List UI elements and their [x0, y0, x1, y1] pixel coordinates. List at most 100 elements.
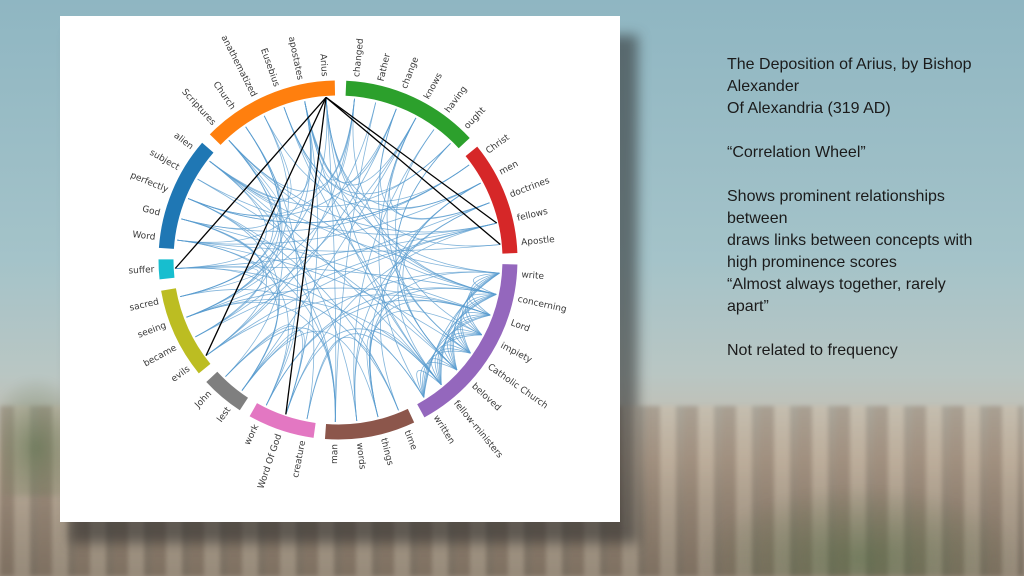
word-label: having: [443, 85, 469, 115]
correlation-link: [386, 117, 471, 354]
correlation-link: [181, 218, 491, 316]
highlight-link: [325, 96, 501, 245]
correlation-link: [186, 287, 491, 318]
word-label: doctrines: [509, 176, 552, 200]
correlation-link: [469, 293, 497, 316]
highlight-link: [174, 96, 327, 269]
word-label: Word Of God: [256, 433, 284, 490]
correlation-link: [209, 101, 312, 200]
correlation-link: [176, 223, 496, 269]
correlation-link: [462, 312, 491, 336]
correlation-link: [434, 348, 471, 385]
correlation-link: [380, 182, 481, 411]
word-label: perfectly: [129, 171, 170, 196]
group-arc: [465, 146, 518, 254]
group-arc: [345, 80, 470, 149]
title-line: Alexander: [727, 78, 800, 95]
correlation-link: [195, 117, 417, 338]
correlation-link: [187, 164, 470, 224]
word-label: write: [521, 270, 545, 282]
correlation-link: [285, 328, 442, 414]
correlation-link: [473, 272, 500, 295]
correlation-link: [195, 223, 496, 338]
word-label: subject: [148, 148, 182, 173]
description-line: apart”: [727, 298, 769, 315]
correlation-link: [177, 239, 471, 354]
correlation-link: [378, 117, 425, 398]
description-line: Shows prominent relationships: [727, 188, 945, 205]
correlation-link: [325, 98, 442, 386]
correlation-link: [325, 98, 497, 295]
correlation-link: [186, 101, 312, 318]
word-label: time: [402, 429, 419, 452]
correlation-link: [447, 332, 482, 371]
word-label: words: [354, 442, 367, 470]
word-label: things: [378, 437, 395, 467]
correlation-link: [225, 324, 295, 406]
correlation-link: [209, 160, 500, 274]
correlation-link: [176, 266, 259, 297]
word-label: Father: [377, 52, 393, 82]
link-group: [176, 98, 500, 423]
word-label: apostates: [286, 36, 305, 82]
correlation-link: [423, 314, 491, 398]
subtitle: “Correlation Wheel”: [727, 144, 866, 161]
word-label: became: [142, 343, 179, 369]
correlation-link: [454, 329, 482, 354]
correlation-link: [443, 344, 471, 371]
correlation-link: [416, 370, 442, 398]
word-label: beloved: [469, 382, 502, 414]
word-label: sacred: [129, 297, 160, 314]
correlation-link: [423, 272, 500, 398]
correlation-link: [187, 164, 470, 224]
correlation-link: [180, 126, 281, 297]
word-label: knows: [422, 71, 445, 101]
group-arc: [209, 80, 336, 145]
group-arc: [249, 403, 316, 438]
word-label: alien: [172, 131, 195, 152]
correlation-link: [423, 294, 497, 398]
correlation-link: [177, 239, 289, 406]
correlation-link: [369, 300, 491, 418]
correlation-wheel-figure: suffer Word God perfectly subject alien Script…: [60, 16, 620, 522]
group-arc: [206, 371, 249, 411]
correlation-link: [389, 117, 490, 220]
background-trees: [700, 486, 1024, 576]
correlation-link: [186, 302, 336, 423]
correlation-link: [420, 362, 458, 398]
word-label: man: [330, 444, 340, 464]
correlation-link: [180, 289, 399, 411]
correlation-link: [304, 101, 500, 274]
correlation-link: [395, 129, 482, 336]
word-label: seeing: [137, 321, 168, 341]
word-label: Arius: [317, 53, 329, 77]
correlation-link: [430, 358, 458, 386]
highlight-link: [205, 97, 327, 356]
word-label: changed: [352, 38, 366, 78]
word-label: Eusebius: [258, 47, 281, 89]
word-label: John: [193, 389, 214, 411]
word-label: suffer: [128, 265, 155, 276]
word-label: lest: [216, 405, 234, 424]
slide-notes: The Deposition of Arius, by Bishop Alexa…: [727, 54, 1012, 362]
word-label: fellows: [516, 207, 549, 224]
correlation-link: [306, 336, 399, 420]
word-label: ought: [463, 105, 489, 131]
correlation-link: [209, 160, 358, 421]
correlation-link: [283, 107, 458, 371]
group-arc: [161, 288, 211, 374]
group-arc: [417, 264, 518, 418]
correlation-link: [457, 314, 491, 354]
correlation-link: [186, 202, 490, 318]
correlation-link: [177, 239, 500, 252]
group-arc: [158, 259, 175, 280]
word-label: change: [400, 55, 421, 90]
word-label: Word: [132, 230, 156, 243]
correlation-link: [366, 329, 442, 418]
correlation-link: [353, 129, 435, 421]
word-label: concerning: [517, 295, 568, 315]
correlation-link: [395, 143, 458, 371]
correlation-link: [206, 108, 397, 356]
group-arc: [158, 142, 214, 250]
